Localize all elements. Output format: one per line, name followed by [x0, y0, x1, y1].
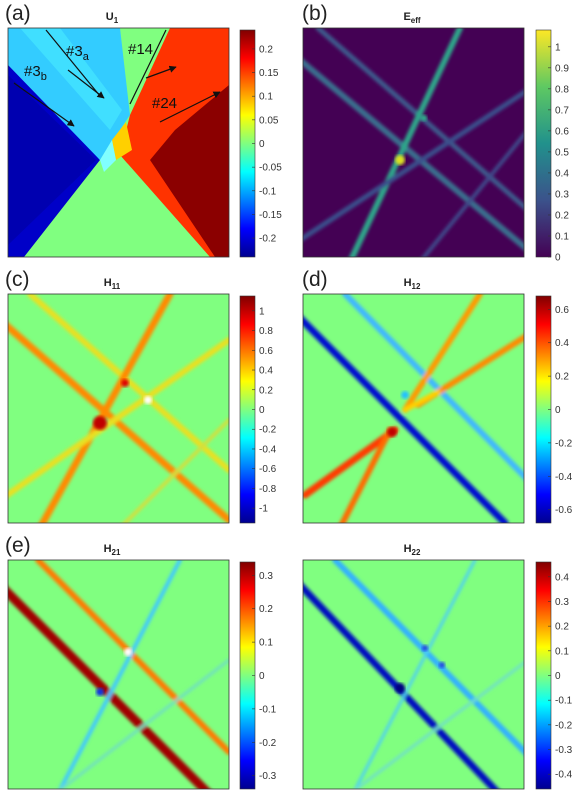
colorbar-tick-label: -0.4 [259, 444, 277, 455]
panel-label: (d) [302, 268, 328, 291]
colorbar-tick-label: 0.1 [555, 231, 569, 242]
colorbar-tick-label: -0.15 [259, 210, 282, 221]
colorbar-tick-label: 0.2 [259, 44, 273, 55]
colorbar-tick-label: 0.4 [259, 366, 273, 377]
heatmap-u1 [8, 28, 229, 257]
heatmap-h21 [8, 560, 229, 789]
panel-title: Eeff [403, 11, 420, 25]
colorbar-tick-label: 0.5 [555, 147, 569, 158]
panel-f: H22 0.4 0.3 0.2 0.1 0 -0.1 -0.2 -0.3 -0.4 [302, 543, 573, 790]
colorbar [535, 29, 552, 258]
heatmap-h12 [303, 294, 524, 523]
heatmap-eeff [303, 28, 524, 257]
panel-title: H11 [104, 277, 121, 291]
panel-title: U1 [106, 11, 119, 25]
panel-title: H12 [404, 277, 421, 291]
panel-d: (d) H12 0.6 0.4 0.2 0 -0.2 -0.4 -0.6 [302, 268, 573, 524]
colorbar-tick-label: 0.1 [259, 92, 273, 103]
colorbar-tick-label: 0 [259, 139, 265, 150]
colorbar-ticks: 0.4 0.3 0.2 0.1 0 -0.1 -0.2 -0.3 -0.4 [548, 572, 573, 781]
arrow-14 [145, 65, 177, 79]
colorbar-tick-label: 0.6 [555, 126, 569, 137]
panel-label: (b) [302, 2, 328, 25]
arrow-24 [159, 91, 221, 123]
colorbar-tick-label: 0 [259, 405, 265, 416]
colorbar-tick-label: 0.05 [259, 115, 279, 126]
colorbar-tick-label: -0.6 [259, 464, 277, 475]
colorbar-tick-label: 0 [555, 253, 561, 264]
colorbar-tick-label: -0.2 [259, 234, 277, 245]
panel-label: (c) [5, 268, 30, 291]
colorbar-tick-label: 1 [555, 42, 561, 53]
annotation-14: #14 [128, 41, 153, 58]
heatmap-h11 [8, 294, 229, 523]
colorbar-tick-label: 1 [259, 306, 265, 317]
colorbar-tick-label: 0.6 [555, 305, 569, 316]
colorbar-ticks: 0.3 0.2 0.1 0 -0.1 -0.2 -0.3 [252, 571, 277, 782]
colorbar-tick-label: -0.1 [259, 704, 277, 715]
annotation-3a: #3a [66, 43, 90, 63]
colorbar-tick-label: 0.3 [259, 571, 273, 582]
colorbar-tick-label: -0.2 [259, 738, 277, 749]
colorbar-tick-label: -0.3 [555, 745, 573, 756]
colorbar-tick-label: -0.2 [555, 438, 573, 449]
panel-c: (c) H11 1 0.8 0.6 0.4 0.2 0 -0.2 -0.4 -0.6 -0.8 -1 [5, 268, 277, 524]
colorbar-tick-label: 0.2 [259, 385, 273, 396]
colorbar-tick-label: 0.6 [259, 346, 273, 357]
colorbar-tick-label: -0.3 [259, 771, 277, 782]
colorbar-tick-label: 0.2 [555, 210, 569, 221]
colorbar-tick-label: 0.1 [555, 646, 569, 657]
arrow-3b [13, 82, 75, 127]
colorbar-tick-label: 0.3 [555, 597, 569, 608]
colorbar-tick-label: 0 [555, 671, 561, 682]
colorbar-tick-label: 0.2 [555, 622, 569, 633]
colorbar-tick-label: 0.9 [555, 63, 569, 74]
panel-e: (e) H21 0.3 0.2 0.1 0 -0.1 -0.2 -0.3 [5, 534, 277, 790]
colorbar-tick-label: 0.7 [555, 105, 569, 116]
pointer-line-3a [45, 29, 101, 97]
colorbar-tick-label: 0.15 [259, 68, 279, 79]
annotations: #3a #3b #14 #24 [13, 29, 221, 127]
colorbar-tick-label: 0.4 [555, 338, 569, 349]
colorbar-tick-label: -0.6 [555, 505, 573, 516]
panel-title: H22 [404, 543, 421, 557]
colorbar-tick-label: 0.4 [555, 572, 569, 583]
colorbar-tick-label: 0.8 [259, 326, 273, 337]
colorbar-tick-label: 0.1 [259, 638, 273, 649]
colorbar-tick-label: -0.4 [555, 770, 573, 781]
arrow-3a [67, 69, 105, 99]
annotation-3b: #3b [24, 63, 47, 83]
annotation-24: #24 [152, 95, 177, 112]
colorbar-tick-label: -0.2 [259, 425, 277, 436]
colorbar-tick-label: -0.1 [259, 186, 277, 197]
panel-label: (e) [5, 534, 31, 557]
panel-b: (b) Eeff 1 0.9 0.8 0.7 0.6 0.5 0.4 0.3 0.2 0.1 0 [302, 2, 569, 264]
colorbar-tick-label: -1 [259, 504, 268, 515]
colorbar-tick-label: 0.2 [555, 372, 569, 383]
colorbar-ticks: 0.6 0.4 0.2 0 -0.2 -0.4 -0.6 [548, 305, 573, 516]
panel-title: H21 [104, 543, 121, 557]
colorbar-ticks: 0.2 0.15 0.1 0.05 0 -0.05 -0.1 -0.15 -0.2 [252, 44, 282, 245]
colorbar-tick-label: 0.8 [555, 84, 569, 95]
colorbar-tick-label: 0.2 [259, 604, 273, 615]
heatmap-h22 [303, 560, 524, 789]
colorbar-tick-label: 0.3 [555, 189, 569, 200]
panel-label: (a) [5, 2, 31, 25]
colorbar-tick-label: -0.4 [555, 472, 573, 483]
colorbar-tick-label: -0.1 [555, 696, 573, 707]
colorbar-ticks: 1 0.8 0.6 0.4 0.2 0 -0.2 -0.4 -0.6 -0.8 -1 [252, 306, 277, 515]
colorbar-tick-label: -0.2 [555, 720, 573, 731]
colorbar-tick-label: 0 [259, 671, 265, 682]
colorbar-tick-label: 0 [555, 405, 561, 416]
pointer-line-14 [129, 29, 167, 105]
colorbar-tick-label: 0.4 [555, 168, 569, 179]
colorbar-tick-label: -0.8 [259, 484, 277, 495]
colorbar-ticks: 1 0.9 0.8 0.7 0.6 0.5 0.4 0.3 0.2 0.1 0 [548, 42, 569, 264]
panel-a: (a) U1 #3a #3b #14 #24 [5, 2, 282, 258]
colorbar-tick-label: -0.05 [259, 163, 282, 174]
